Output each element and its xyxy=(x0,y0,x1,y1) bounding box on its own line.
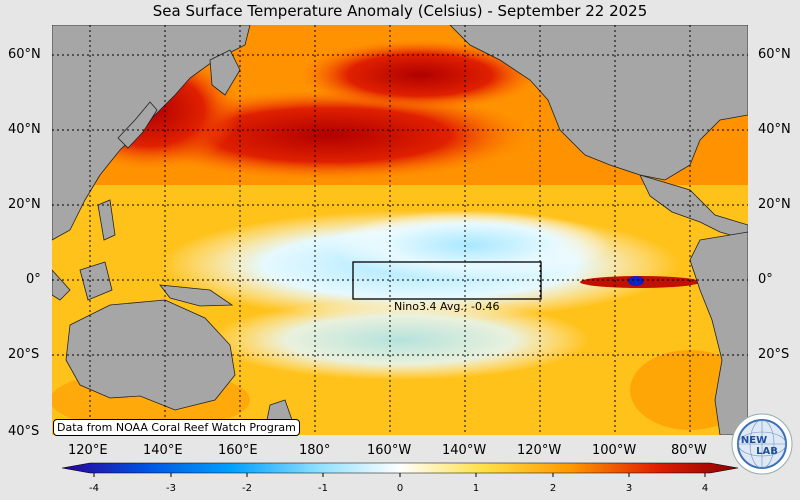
logo-text-bottom: LAB xyxy=(756,446,778,457)
borneo-land xyxy=(79,261,113,301)
lon-label-140e: 140°E xyxy=(143,443,183,458)
colorbar-ticks xyxy=(93,473,706,477)
lat-label-20s-left: 20°S xyxy=(8,347,40,362)
north-america-land xyxy=(449,25,748,181)
lat-label-40n-right: 40°N xyxy=(758,122,791,137)
nino34-box xyxy=(352,261,542,300)
colorbar-tick-label: 2 xyxy=(549,483,557,494)
lat-label-20s-right: 20°S xyxy=(758,347,790,362)
colorbar-tick-label: 4 xyxy=(701,483,709,494)
equator-cold-spot xyxy=(628,276,644,286)
kamchatka-land xyxy=(209,49,241,96)
cool-patch-center xyxy=(330,210,610,280)
lat-label-20n-right: 20°N xyxy=(758,197,791,212)
colorbar-tick-label: -3 xyxy=(166,483,176,494)
lon-label-160w: 160°W xyxy=(367,443,412,458)
lat-label-60n-left: 60°N xyxy=(8,47,41,62)
lon-label-80w: 80°W xyxy=(671,443,707,458)
colorbar-tick-label: 0 xyxy=(396,483,404,494)
data-credit: Data from NOAA Coral Reef Watch Program xyxy=(53,419,300,436)
lat-label-0-left: 0° xyxy=(26,272,41,287)
philippines-land xyxy=(97,199,116,241)
japan-land xyxy=(117,101,158,149)
gulf-alaska-hotspot xyxy=(300,40,540,110)
sumatra-land xyxy=(52,269,71,301)
land xyxy=(52,25,748,435)
lat-label-40s-left: 40°S xyxy=(8,424,40,439)
lat-label-20n-left: 20°N xyxy=(8,197,41,212)
map-field xyxy=(52,25,748,435)
colorbar-tick-label: -1 xyxy=(318,483,328,494)
graticule xyxy=(52,25,748,435)
colorbar xyxy=(61,462,739,474)
lon-label-180: 180° xyxy=(299,443,331,458)
lat-label-60n-right: 60°N xyxy=(758,47,791,62)
colorbar-tick-label: -2 xyxy=(242,483,252,494)
new-lab-logo: NEW LAB xyxy=(731,413,793,475)
lat-label-0-right: 0° xyxy=(758,272,773,287)
lon-label-140w: 140°W xyxy=(442,443,487,458)
nino34-label: Nino3.4 Avg.: -0.46 xyxy=(394,300,500,313)
colorbar-tick-label: 1 xyxy=(472,483,480,494)
colorbar-tick-label: 3 xyxy=(625,483,633,494)
new-guinea-land xyxy=(159,284,234,307)
south-america-land xyxy=(689,231,748,435)
colorbar-tick-label: -4 xyxy=(89,483,99,494)
south-cool-patch xyxy=(210,300,590,380)
lat-label-40n-left: 40°N xyxy=(8,122,41,137)
lon-label-120w: 120°W xyxy=(517,443,562,458)
lon-label-160e: 160°E xyxy=(218,443,258,458)
map-title: Sea Surface Temperature Anomaly (Celsius… xyxy=(152,2,648,20)
logo-text-top: NEW xyxy=(741,435,767,446)
lon-label-100w: 100°W xyxy=(592,443,637,458)
lon-label-120e: 120°E xyxy=(68,443,108,458)
